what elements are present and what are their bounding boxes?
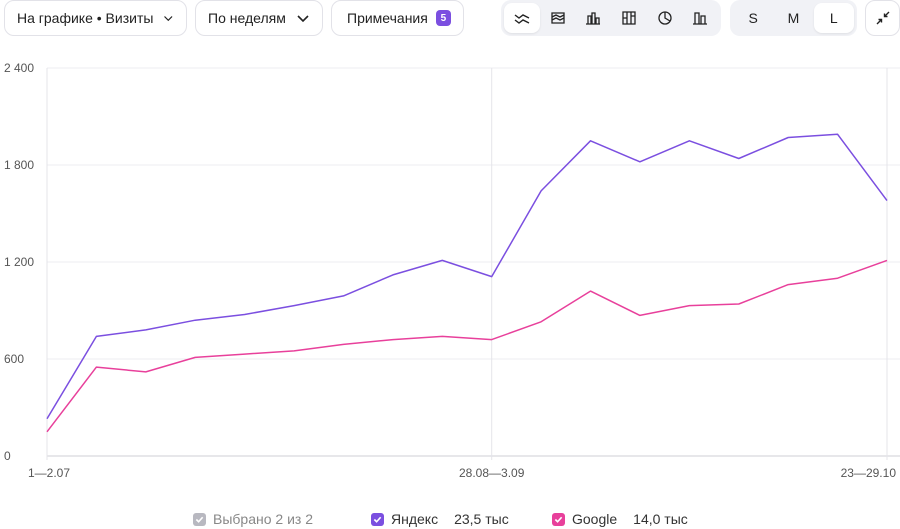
metric-dropdown-label: На графике • Визиты <box>17 10 154 26</box>
size-s-button[interactable]: S <box>748 10 758 26</box>
notes-label: Примечания <box>347 10 428 26</box>
bar-chart-button[interactable] <box>682 3 718 33</box>
x-tick-label: 1—2.07 <box>28 466 70 480</box>
collapse-button[interactable] <box>865 0 900 36</box>
checkbox-icon <box>552 512 565 526</box>
chart-toolbar: На графике • Визиты По неделям Примечани… <box>0 0 900 38</box>
y-tick-label: 1 800 <box>4 158 34 172</box>
size-l-button[interactable]: L <box>813 3 854 33</box>
period-dropdown-label: По неделям <box>208 10 286 26</box>
legend-item-google[interactable]: Google 14,0 тыс <box>552 511 688 527</box>
notes-count-badge: 5 <box>435 10 451 26</box>
stacked-column-button[interactable] <box>611 3 647 33</box>
period-dropdown[interactable]: По неделям <box>195 0 323 36</box>
x-tick-label: 23—29.10 <box>841 466 897 480</box>
stacked-column-icon <box>622 11 636 25</box>
area-chart-icon <box>550 12 565 24</box>
pie-chart-icon <box>657 11 672 25</box>
x-tick-label: 28.08—3.09 <box>459 466 525 480</box>
series-line <box>46 133 888 420</box>
legend-item-total: 23,5 тыс <box>454 511 509 527</box>
collapse-icon <box>876 11 889 25</box>
column-chart-icon <box>586 12 601 25</box>
y-tick-label: 1 200 <box>4 255 34 269</box>
notes-button[interactable]: Примечания 5 <box>331 0 464 36</box>
size-m-button[interactable]: M <box>787 10 800 26</box>
column-chart-button[interactable] <box>575 3 611 33</box>
metric-dropdown[interactable]: На графике • Визиты <box>4 0 187 36</box>
checkbox-icon <box>193 512 206 526</box>
chevron-down-icon <box>164 16 173 22</box>
chart-size-switcher: S M L <box>730 0 857 36</box>
chevron-down-icon <box>297 15 309 23</box>
visits-line-chart: 0 600 1 200 1 800 2 400 1—2.07 28.08—3.09 23—29… <box>4 61 900 480</box>
chart-type-switcher <box>501 0 721 36</box>
y-tick-label: 2 400 <box>4 61 34 75</box>
bar-chart-icon <box>693 12 708 25</box>
area-chart-button[interactable] <box>540 3 576 33</box>
legend-item-label: Google <box>572 511 618 527</box>
legend-selected-label: Выбрано 2 из 2 <box>213 511 313 527</box>
line-chart-icon <box>514 14 530 24</box>
legend-item-yandex[interactable]: Яндекс 23,5 тыс <box>371 511 509 527</box>
line-chart-button[interactable] <box>504 3 540 33</box>
y-tick-label: 0 <box>4 449 11 463</box>
pie-chart-button[interactable] <box>647 3 683 33</box>
checkbox-icon <box>371 512 384 526</box>
series-line <box>46 259 888 433</box>
y-tick-label: 600 <box>4 352 24 366</box>
chart-legend: Выбрано 2 из 2 Яндекс 23,5 тыс Google 14… <box>0 511 900 529</box>
legend-item-total: 14,0 тыс <box>633 511 688 527</box>
legend-select-all[interactable]: Выбрано 2 из 2 <box>193 511 313 527</box>
legend-item-label: Яндекс <box>391 511 439 527</box>
